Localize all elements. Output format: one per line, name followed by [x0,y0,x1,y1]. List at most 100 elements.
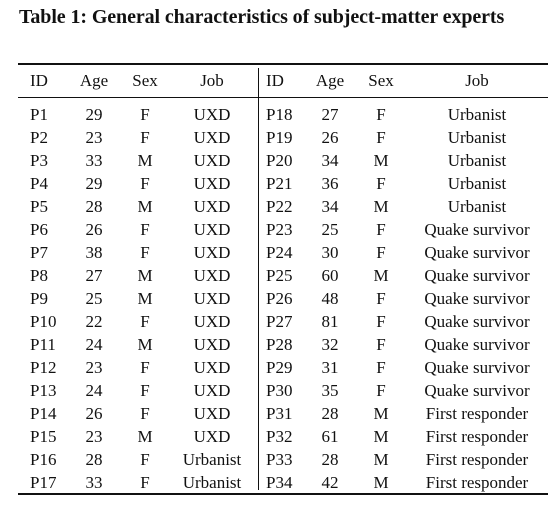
id-cell: P11 [30,335,56,354]
age-cell: 26 [85,220,103,239]
header-rule [18,97,548,98]
id-cell: P21 [266,174,293,193]
id-cell: P5 [30,197,48,216]
job-cell: First responder [425,473,529,492]
age-cell: 33 [85,151,103,170]
sex-cell: M [373,197,389,216]
sex-cell: M [373,427,389,446]
job-cell: UXD [193,404,231,423]
id-cell: P34 [266,473,293,492]
job-cell: Urbanist [447,128,507,147]
age-cell: 35 [321,381,339,400]
sex-cell: F [140,243,150,262]
table-row: P6 26 F UXD P23 25 F Quake survivor [18,218,548,241]
header-row: ID Age Sex Job ID Age Sex Job [18,66,548,96]
sex-cell: F [140,450,150,469]
job-cell: Urbanist [447,174,507,193]
sex-cell: F [376,358,386,377]
sex-cell: F [376,105,386,124]
age-cell: 28 [85,450,103,469]
id-cell: P23 [266,220,293,239]
sex-cell: F [376,174,386,193]
id-cell: P6 [30,220,48,239]
id-cell: P14 [30,404,57,423]
table-row: P13 24 F UXD P30 35 F Quake survivor [18,379,548,402]
sex-cell: F [140,381,150,400]
table-caption: Table 1: General characteristics of subj… [19,6,505,28]
id-cell: P15 [30,427,57,446]
sex-cell: F [376,312,386,331]
job-cell: UXD [193,427,231,446]
sex-cell: M [137,197,153,216]
job-cell: UXD [193,289,231,308]
top-rule [18,63,548,65]
job-cell: Quake survivor [424,358,530,377]
job-cell: First responder [425,404,529,423]
id-cell: P26 [266,289,293,308]
id-cell: P16 [30,450,57,469]
age-cell: 27 [85,266,103,285]
job-cell: First responder [425,427,529,446]
age-cell: 29 [85,105,103,124]
header-sex: Sex [368,71,394,90]
job-cell: First responder [425,450,529,469]
id-cell: P4 [30,174,48,193]
job-cell: UXD [193,174,231,193]
table-row: P5 28 M UXD P22 34 M Urbanist [18,195,548,218]
age-cell: 33 [85,473,103,492]
id-cell: P10 [30,312,57,331]
age-cell: 25 [321,220,339,239]
job-cell: UXD [193,335,231,354]
age-cell: 38 [85,243,103,262]
sex-cell: F [140,105,150,124]
id-cell: P22 [266,197,293,216]
id-cell: P2 [30,128,48,147]
table-row: P7 38 F UXD P24 30 F Quake survivor [18,241,548,264]
id-cell: P27 [266,312,293,331]
job-cell: Urbanist [447,151,507,170]
id-cell: P24 [266,243,293,262]
experts-table: ID Age Sex Job ID Age Sex Job P1 29 F UXD P1… [18,66,548,494]
sex-cell: F [140,312,150,331]
sex-cell: M [137,289,153,308]
header-sex: Sex [132,71,158,90]
sex-cell: M [137,266,153,285]
id-cell: P3 [30,151,48,170]
job-cell: UXD [193,312,231,331]
id-cell: P20 [266,151,293,170]
age-cell: 22 [85,312,103,331]
sex-cell: M [373,450,389,469]
age-cell: 29 [85,174,103,193]
sex-cell: M [373,151,389,170]
header-job: Job [200,71,224,90]
sex-cell: M [137,335,153,354]
id-cell: P13 [30,381,57,400]
age-cell: 25 [85,289,103,308]
sex-cell: F [376,381,386,400]
age-cell: 24 [85,335,103,354]
age-cell: 24 [85,381,103,400]
job-cell: Quake survivor [424,335,530,354]
age-cell: 48 [321,289,339,308]
header-age: Age [315,71,345,90]
age-cell: 28 [321,450,339,469]
age-cell: 31 [321,358,339,377]
sex-cell: F [140,473,150,492]
age-cell: 28 [321,404,339,423]
age-cell: 23 [85,427,103,446]
table-row: P14 26 F UXD P31 28 M First responder [18,402,548,425]
job-cell: UXD [193,105,231,124]
age-cell: 60 [321,266,339,285]
age-cell: 27 [321,105,339,124]
table-row: P1 29 F UXD P18 27 F Urbanist [18,103,548,126]
table-row: P12 23 F UXD P29 31 F Quake survivor [18,356,548,379]
age-cell: 42 [321,473,339,492]
sex-cell: F [376,335,386,354]
age-cell: 26 [85,404,103,423]
table-row: P17 33 F Urbanist P34 42 M First responder [18,471,548,494]
id-cell: P9 [30,289,48,308]
job-cell: Quake survivor [424,381,530,400]
sex-cell: M [373,473,389,492]
sex-cell: F [376,128,386,147]
